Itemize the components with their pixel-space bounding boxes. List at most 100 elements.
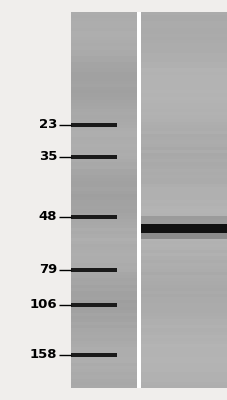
Bar — [70, 297, 136, 300]
Bar — [140, 188, 227, 191]
Bar — [70, 378, 136, 382]
Bar — [70, 144, 136, 147]
Bar — [70, 137, 136, 140]
Bar — [140, 200, 227, 203]
Bar — [140, 34, 227, 37]
Bar — [70, 84, 136, 87]
Bar — [70, 68, 136, 72]
Bar — [140, 354, 227, 357]
Bar — [140, 341, 227, 344]
Bar — [140, 250, 227, 253]
Bar — [70, 53, 136, 56]
Bar — [70, 122, 136, 125]
Bar — [140, 282, 227, 285]
Bar — [70, 357, 136, 360]
Bar — [70, 147, 136, 150]
Bar — [70, 72, 136, 75]
Bar — [140, 190, 227, 194]
Bar — [140, 184, 227, 188]
Bar — [140, 294, 227, 297]
Bar — [140, 313, 227, 316]
Bar — [70, 100, 136, 103]
Bar — [70, 288, 136, 291]
Bar — [70, 140, 136, 144]
Bar — [140, 291, 227, 294]
Bar — [70, 231, 136, 234]
Bar — [70, 234, 136, 238]
Text: 23: 23 — [38, 118, 57, 131]
Bar — [140, 216, 227, 224]
Bar — [70, 328, 136, 332]
Bar — [70, 12, 136, 15]
Bar — [70, 59, 136, 62]
Bar — [140, 72, 227, 75]
Bar — [70, 228, 136, 231]
Bar — [70, 316, 136, 319]
Bar — [140, 256, 227, 260]
Bar — [140, 338, 227, 341]
Bar — [140, 344, 227, 347]
Bar — [140, 50, 227, 53]
Bar — [70, 175, 136, 178]
Bar — [140, 253, 227, 256]
Bar — [140, 147, 227, 150]
Text: 106: 106 — [29, 298, 57, 311]
Bar — [70, 153, 136, 156]
Bar — [70, 206, 136, 209]
Bar — [140, 156, 227, 159]
Bar — [140, 150, 227, 153]
Bar — [70, 369, 136, 372]
Bar — [70, 18, 136, 22]
Bar — [140, 116, 227, 118]
Bar — [70, 28, 136, 31]
Bar — [140, 203, 227, 206]
Bar — [70, 81, 136, 84]
Bar — [140, 153, 227, 156]
Bar — [70, 285, 136, 288]
Bar — [70, 172, 136, 175]
Bar — [140, 263, 227, 266]
Bar — [140, 206, 227, 209]
Bar — [140, 266, 227, 269]
Bar — [140, 144, 227, 147]
Bar — [70, 244, 136, 247]
Bar — [70, 300, 136, 303]
Bar — [140, 181, 227, 184]
Bar — [140, 22, 227, 24]
Bar — [70, 112, 136, 115]
Bar — [70, 190, 136, 194]
Bar — [140, 162, 227, 166]
Bar — [70, 215, 116, 219]
Bar — [70, 382, 136, 385]
Bar — [70, 385, 136, 388]
Bar — [140, 109, 227, 112]
Bar — [140, 350, 227, 354]
Bar — [70, 188, 136, 191]
Bar — [140, 300, 227, 303]
Bar — [140, 12, 227, 15]
Bar — [70, 322, 136, 325]
Bar — [70, 166, 136, 169]
Bar — [140, 225, 227, 228]
Bar — [70, 256, 136, 260]
Bar — [70, 272, 136, 275]
Bar — [70, 116, 136, 118]
Bar — [140, 166, 227, 169]
Bar — [70, 184, 136, 188]
Bar — [140, 18, 227, 22]
Bar — [140, 272, 227, 275]
Bar — [70, 34, 136, 37]
Bar — [140, 194, 227, 197]
Bar — [140, 297, 227, 300]
Bar — [140, 178, 227, 181]
Bar — [140, 332, 227, 335]
Bar — [70, 341, 136, 344]
Bar — [140, 24, 227, 28]
Bar — [70, 37, 136, 40]
Bar — [140, 247, 227, 250]
Bar — [140, 325, 227, 328]
Bar — [140, 100, 227, 103]
Bar — [70, 241, 136, 244]
Bar — [140, 87, 227, 90]
Bar — [70, 203, 136, 206]
